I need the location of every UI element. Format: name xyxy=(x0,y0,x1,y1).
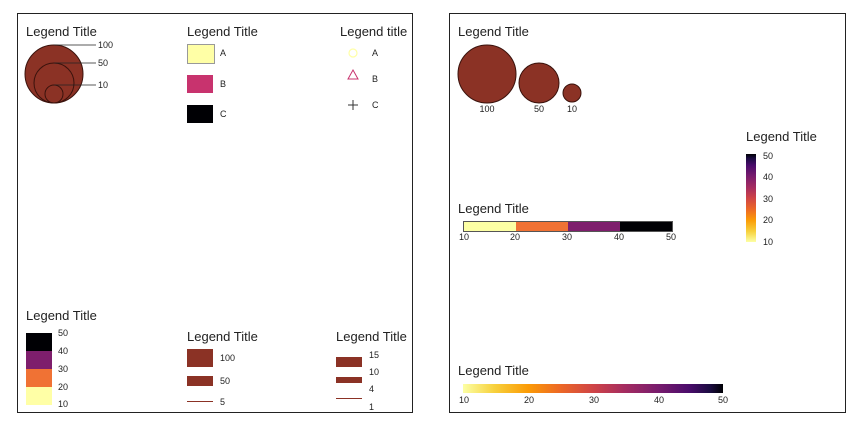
legend-title: Legend Title xyxy=(746,129,817,144)
bin-key-10-20 xyxy=(26,387,52,405)
gradient-tick-label: 50 xyxy=(717,395,729,405)
size-bar-label-100: 100 xyxy=(220,353,236,363)
bin-segment-40-50 xyxy=(620,222,672,231)
fill-label-a: A xyxy=(220,48,227,58)
gradient-tick-label: 40 xyxy=(653,395,665,405)
shape-label-a: A xyxy=(372,48,379,58)
legend-title: Legend Title xyxy=(458,201,529,216)
fill-key-c xyxy=(187,105,213,123)
size-label-10: 10 xyxy=(98,80,109,90)
size-label-50: 50 xyxy=(98,58,109,68)
bubble-label-10: 10 xyxy=(566,104,578,114)
size-bar-key-100 xyxy=(187,349,213,367)
bin-segment-20-30 xyxy=(516,222,568,231)
bin-tick-label: 30 xyxy=(561,232,573,242)
legend-title: Legend Title xyxy=(26,24,97,39)
bubble-50 xyxy=(518,62,560,104)
gradient-tick-label: 20 xyxy=(523,395,535,405)
legend-title: Legend Title xyxy=(458,363,529,378)
gradient-tick-label: 10 xyxy=(458,395,470,405)
shape-label-b: B xyxy=(372,74,379,84)
linewidth-label-10: 10 xyxy=(369,367,380,377)
colorbar-label: 40 xyxy=(763,172,774,182)
bin-tick-label: 20 xyxy=(509,232,521,242)
bin-label: 50 xyxy=(58,328,69,338)
legend-title: Legend Title xyxy=(336,329,407,344)
size-label-100: 100 xyxy=(98,40,114,50)
bin-key-40-50 xyxy=(26,333,52,351)
vertical-colorbar xyxy=(746,154,756,242)
bin-label: 20 xyxy=(58,382,69,392)
size-bar-label-5: 5 xyxy=(220,397,226,407)
triangle-icon xyxy=(347,68,359,80)
binned-bar xyxy=(463,221,673,232)
linewidth-key-15 xyxy=(336,357,362,367)
bubble-10 xyxy=(562,83,582,103)
fill-label-c: C xyxy=(220,109,227,119)
horizontal-colorbar xyxy=(463,384,723,393)
right-panel: Legend Title 100 50 10 Legend Title 50 4… xyxy=(449,13,846,413)
bin-segment-10-20 xyxy=(464,222,516,231)
colorbar-label: 50 xyxy=(763,151,774,161)
linewidth-label-1: 1 xyxy=(369,402,375,412)
linewidth-label-15: 15 xyxy=(369,350,380,360)
bin-key-20-30 xyxy=(26,369,52,387)
legend-title: Legend Title xyxy=(26,308,97,323)
bin-tick-label: 10 xyxy=(458,232,470,242)
linewidth-key-4 xyxy=(336,377,362,383)
bubble-100 xyxy=(457,44,517,104)
bin-label: 40 xyxy=(58,346,69,356)
fill-label-b: B xyxy=(220,79,227,89)
legend-title: Legend title xyxy=(340,24,408,39)
size-bar-key-5 xyxy=(187,401,213,402)
size-bubbles xyxy=(457,44,582,104)
bin-tick-label: 50 xyxy=(665,232,677,242)
shape-label-c: C xyxy=(372,100,379,110)
fill-key-b xyxy=(187,75,213,93)
bin-key-30-40 xyxy=(26,351,52,369)
linewidth-label-4: 4 xyxy=(369,384,375,394)
legend-title: Legend Title xyxy=(458,24,529,39)
colorbar-label: 10 xyxy=(763,237,774,247)
legend-title: Legend Title xyxy=(187,24,258,39)
size-bar-label-50: 50 xyxy=(220,376,231,386)
linewidth-key-1 xyxy=(336,398,362,399)
gradient-tick-label: 30 xyxy=(588,395,600,405)
shape-keys xyxy=(347,48,359,110)
fill-key-a xyxy=(187,44,215,64)
colorbar-label: 30 xyxy=(763,194,774,204)
bubble-label-100: 100 xyxy=(479,104,495,114)
legend-title: Legend Title xyxy=(187,329,258,344)
circle-icon xyxy=(348,48,358,58)
bin-tick-label: 40 xyxy=(613,232,625,242)
bin-label: 30 xyxy=(58,364,69,374)
bin-label: 10 xyxy=(58,399,69,409)
size-bar-key-50 xyxy=(187,376,213,386)
left-panel: Legend Title 100 50 10 Legend Title A B … xyxy=(17,13,413,413)
bin-segment-30-40 xyxy=(568,222,620,231)
bubble-label-50: 50 xyxy=(533,104,545,114)
colorbar-label: 20 xyxy=(763,215,774,225)
nested-circles xyxy=(24,44,96,104)
